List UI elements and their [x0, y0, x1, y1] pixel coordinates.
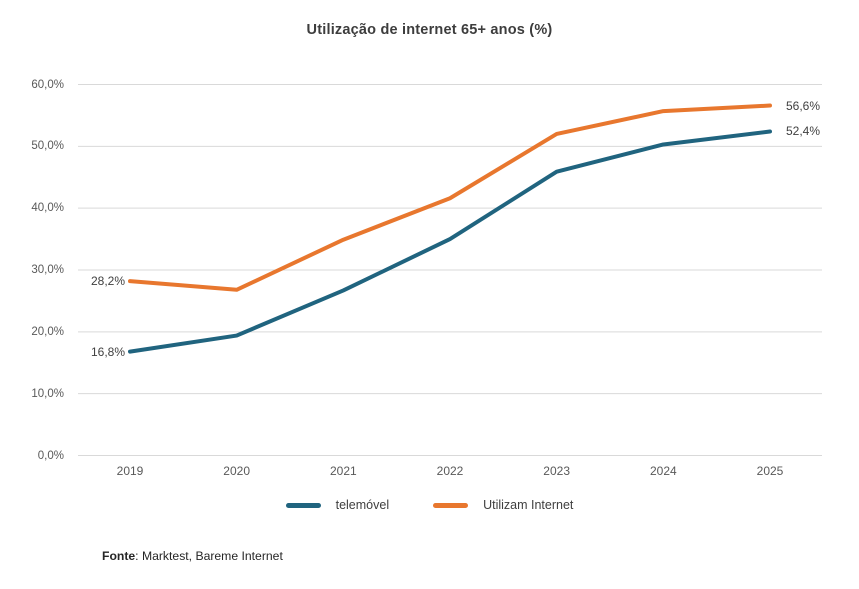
data-label-first-telemovel: 16,8%	[90, 344, 125, 359]
source-text: : Marktest, Bareme Internet	[135, 549, 283, 563]
legend-label-utilizam-internet: Utilizam Internet	[483, 498, 574, 512]
legend-item-utilizam-internet: Utilizam Internet	[433, 498, 573, 512]
source-note: Fonte: Marktest, Bareme Internet	[102, 549, 283, 563]
series-line-utilizam-internet	[128, 103, 772, 292]
y-tick-label: 0,0%	[37, 449, 64, 462]
x-tick-label: 2019	[116, 464, 144, 478]
x-tick-label: 2021	[329, 464, 357, 478]
chart-title: Utilização de internet 65+ anos (%)	[306, 22, 553, 38]
source-prefix: Fonte	[102, 549, 136, 563]
data-label-first-utilizam-internet: 28,2%	[90, 274, 125, 289]
data-label-last-utilizam-internet: 56,6%	[786, 98, 821, 113]
y-tick-label: 50,0%	[31, 140, 64, 153]
data-label-last-telemovel: 52,4%	[786, 124, 821, 139]
legend-label-telemovel: telemóvel	[335, 498, 390, 512]
x-tick-label: 2020	[223, 464, 250, 478]
legend-item-telemovel: telemóvel	[285, 498, 390, 512]
utilizam-internet-line-swatch	[433, 502, 469, 508]
x-tick-label: 2024	[649, 464, 677, 478]
legend: telemóvel Utilizam Internet	[0, 498, 859, 512]
y-tick-label: 60,0%	[31, 78, 64, 91]
x-tick-label: 2025	[756, 464, 784, 478]
x-tick-label: 2023	[543, 464, 570, 478]
series-line-telemovel	[128, 129, 772, 354]
x-tick-label: 2022	[436, 464, 464, 478]
y-tick-label: 30,0%	[31, 264, 64, 276]
y-tick-label: 20,0%	[31, 325, 64, 338]
y-tick-label: 40,0%	[31, 202, 64, 215]
y-tick-label: 10,0%	[31, 387, 64, 400]
telemovel-line-swatch	[285, 502, 321, 508]
